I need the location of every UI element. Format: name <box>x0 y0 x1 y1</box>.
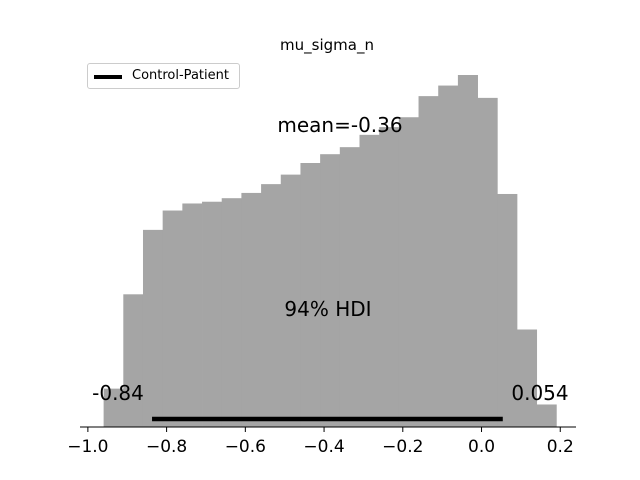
histogram-bar <box>438 85 459 427</box>
histogram-bar <box>202 201 223 427</box>
legend: Control-Patient <box>87 63 240 89</box>
legend-line-swatch <box>94 75 122 79</box>
hdi-high-label: 0.054 <box>511 381 568 405</box>
histogram-bar <box>398 117 419 428</box>
histogram-bar <box>300 163 321 427</box>
legend-label: Control-Patient <box>132 68 229 83</box>
histogram-bar <box>123 294 144 427</box>
hdi-low-label: -0.84 <box>92 381 144 405</box>
histogram-bar <box>536 404 557 427</box>
histogram-bar <box>280 174 301 427</box>
hdi-label: 94% HDI <box>284 297 371 321</box>
histogram-bar <box>142 229 164 427</box>
x-tick-label: −0.8 <box>146 437 187 457</box>
histogram-bar <box>103 388 124 427</box>
chart-title: mu_sigma_n <box>280 36 374 55</box>
histogram-bar <box>379 127 400 427</box>
histogram-bar <box>359 134 380 427</box>
histogram-bar <box>516 329 538 427</box>
histogram-bar <box>221 198 242 427</box>
x-tick-label: −0.4 <box>303 437 344 457</box>
histogram-bar <box>497 193 518 427</box>
histogram-bar <box>241 192 262 427</box>
histogram-bar <box>261 184 282 427</box>
x-axis-ticks: −1.0 −0.8 −0.6 −0.4 −0.2 0.0 0.2 <box>67 427 574 457</box>
x-tick-label: −0.6 <box>225 437 266 457</box>
histogram-bar <box>457 75 478 427</box>
histogram-bar <box>182 203 203 427</box>
histogram-bar <box>477 97 498 427</box>
x-tick-label: −0.2 <box>382 437 423 457</box>
histogram-bars <box>103 75 557 428</box>
histogram-bar <box>162 210 183 427</box>
histogram-bar <box>320 154 341 427</box>
histogram-bar <box>418 96 439 428</box>
mean-label: mean=-0.36 <box>277 113 402 137</box>
x-tick-label: −1.0 <box>67 437 108 457</box>
histogram-bar <box>339 147 360 427</box>
x-tick-label: 0.2 <box>547 437 574 457</box>
x-tick-label: 0.0 <box>468 437 495 457</box>
